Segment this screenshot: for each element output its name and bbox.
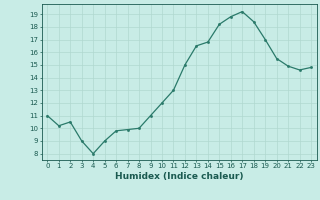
- X-axis label: Humidex (Indice chaleur): Humidex (Indice chaleur): [115, 172, 244, 181]
